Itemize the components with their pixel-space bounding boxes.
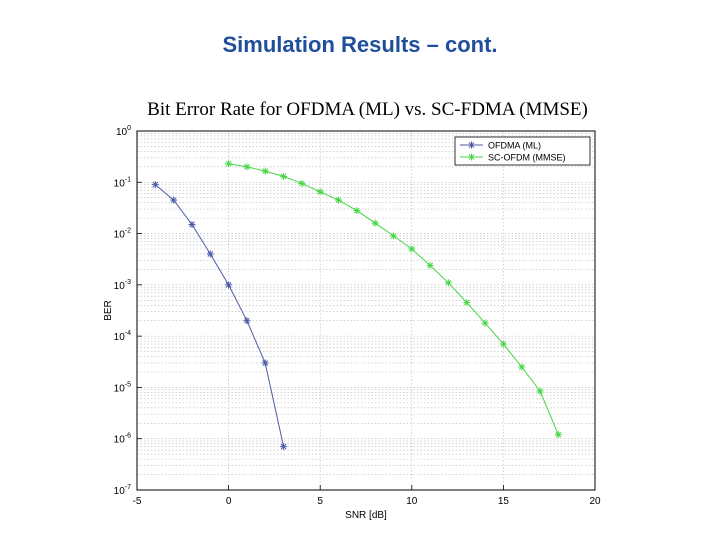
y-tick-label: 10-7 xyxy=(114,484,131,497)
data-point xyxy=(463,299,471,307)
x-tick-label: 0 xyxy=(226,496,232,507)
data-point xyxy=(225,160,233,168)
data-point xyxy=(371,219,379,227)
legend: OFDMA (ML) SC-OFDM (MMSE) xyxy=(454,136,591,166)
data-point xyxy=(225,281,233,289)
y-tick-label: 10-2 xyxy=(114,228,131,241)
data-point xyxy=(518,363,526,371)
series-1 xyxy=(225,160,562,439)
data-point xyxy=(188,221,196,229)
data-point xyxy=(261,359,269,367)
data-point xyxy=(536,387,544,395)
data-point xyxy=(499,340,507,348)
data-point xyxy=(426,261,434,269)
x-tick-label: 10 xyxy=(406,496,418,507)
y-tick-label: 100 xyxy=(116,125,131,138)
y-tick-label: 10-3 xyxy=(114,279,131,292)
data-point xyxy=(206,250,214,258)
chart-title: Bit Error Rate for OFDMA (ML) vs. SC-FDM… xyxy=(147,99,588,120)
data-point xyxy=(261,167,269,175)
data-point xyxy=(554,431,562,439)
y-tick-label: 10-1 xyxy=(114,176,131,189)
legend-box xyxy=(454,136,591,166)
series-line xyxy=(154,184,285,447)
data-point xyxy=(170,196,178,204)
series-0 xyxy=(151,181,288,451)
data-point xyxy=(408,245,416,253)
legend-marker xyxy=(468,141,475,149)
data-point xyxy=(280,443,288,451)
slide-title: Simulation Results – cont. xyxy=(222,32,498,57)
x-tick-label: -5 xyxy=(133,496,142,507)
data-point xyxy=(481,319,489,327)
x-tick-label: 15 xyxy=(498,496,510,507)
data-point xyxy=(316,188,324,196)
data-point xyxy=(335,196,343,204)
data-point xyxy=(151,181,159,189)
legend-marker xyxy=(468,153,475,161)
data-point xyxy=(389,232,397,240)
y-axis-label: BER xyxy=(103,300,114,321)
data-point xyxy=(243,163,251,171)
data-point xyxy=(280,172,288,180)
x-tick-label: 20 xyxy=(589,496,601,507)
data-point xyxy=(243,317,251,325)
y-tick-label: 10-6 xyxy=(114,433,131,446)
x-axis-label: SNR [dB] xyxy=(345,510,387,521)
x-tick-label: 5 xyxy=(317,496,323,507)
plot-frame xyxy=(136,130,596,491)
plot-area xyxy=(137,131,595,490)
legend-label: SC-OFDM (MMSE) xyxy=(488,153,566,163)
y-tick-label: 10-4 xyxy=(114,330,131,343)
legend-label: OFDMA (ML) xyxy=(488,141,541,151)
data-point xyxy=(444,279,452,287)
y-tick-label: 10-5 xyxy=(114,381,131,394)
data-point xyxy=(298,179,306,187)
data-point xyxy=(353,207,361,215)
